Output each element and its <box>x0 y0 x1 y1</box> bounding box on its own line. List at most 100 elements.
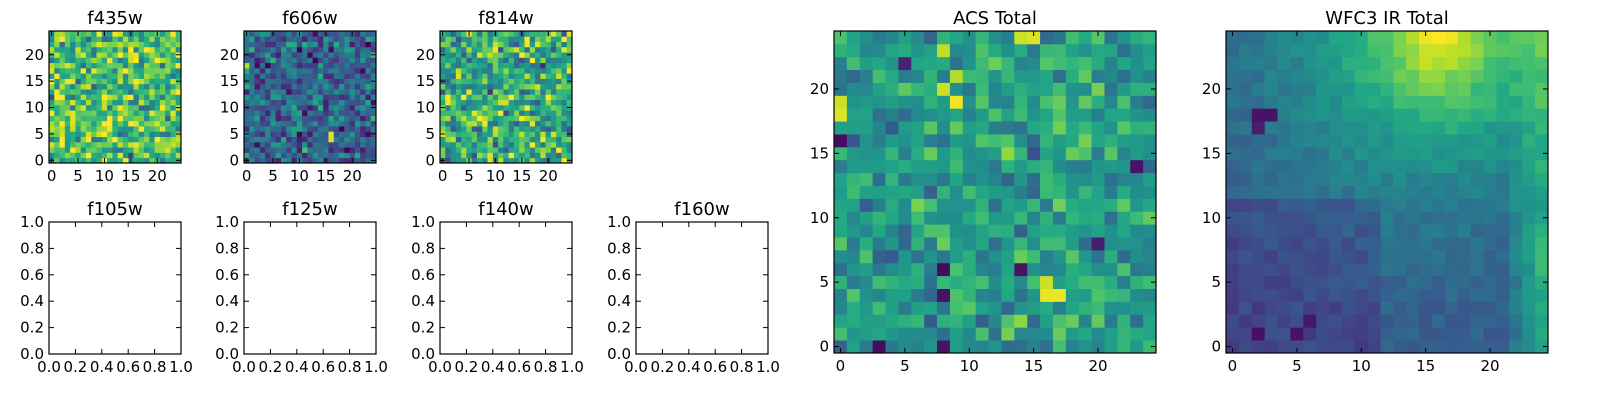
heatmap-cell <box>101 78 108 85</box>
heatmap-cell <box>117 152 124 159</box>
heatmap-cell <box>1001 301 1015 315</box>
heatmap-cell <box>450 99 457 106</box>
heatmap-cell <box>466 67 473 74</box>
x-tick-label: 10 <box>1352 357 1371 375</box>
heatmap-cell <box>249 126 255 132</box>
heatmap-cell <box>1040 82 1054 96</box>
heatmap-cell <box>91 104 97 111</box>
heatmap-cell <box>339 57 345 64</box>
heatmap-cell <box>513 31 520 37</box>
heatmap-cell <box>296 94 303 101</box>
heatmap-cell <box>1496 288 1510 302</box>
heatmap-cell <box>1341 146 1356 161</box>
heatmap-cell <box>566 94 573 101</box>
heatmap-cell <box>1040 275 1054 289</box>
heatmap-cell <box>498 36 504 42</box>
heatmap-cell <box>1027 69 1041 83</box>
heatmap-cell <box>885 134 899 148</box>
heatmap-cell <box>128 78 134 85</box>
heatmap-cell <box>1470 327 1484 341</box>
heatmap-cell <box>265 104 271 111</box>
heatmap-cell <box>1078 301 1092 315</box>
heatmap-cell <box>1001 327 1015 341</box>
heatmap-cell <box>466 36 473 42</box>
heatmap-cell <box>360 104 366 111</box>
heatmap-cell <box>937 340 951 354</box>
heatmap-cell <box>354 89 361 95</box>
heatmap-cell <box>339 31 345 37</box>
heatmap-cell <box>450 67 457 74</box>
heatmap-cell <box>1535 262 1549 277</box>
heatmap-cell <box>975 288 989 302</box>
heatmap-cell <box>476 67 483 74</box>
heatmap-cell <box>1117 262 1131 277</box>
heatmap-cell <box>911 249 925 264</box>
heatmap-cell <box>498 62 504 69</box>
heatmap-cell <box>49 126 55 132</box>
heatmap-cell <box>354 62 361 69</box>
heatmap-cell <box>85 89 92 95</box>
heatmap-cell <box>529 31 536 37</box>
heatmap-cell <box>349 57 356 64</box>
heatmap-cell <box>545 147 552 153</box>
heatmap-cell <box>859 108 874 122</box>
heatmap-cell <box>1226 288 1240 302</box>
heatmap-cell <box>1065 198 1080 212</box>
heatmap-cell <box>370 57 377 64</box>
heatmap-cell <box>1483 301 1497 315</box>
heatmap-cell <box>1226 301 1240 315</box>
heatmap-cell <box>937 159 951 174</box>
heatmap-cell <box>524 83 531 90</box>
heatmap-cell <box>487 57 494 64</box>
heatmap-cell <box>259 67 266 74</box>
heatmap-cell <box>1027 211 1041 225</box>
heatmap-cell <box>545 46 552 53</box>
heatmap-cell <box>317 94 324 101</box>
heatmap-cell <box>128 110 134 116</box>
heatmap-cell <box>498 104 504 111</box>
heatmap-cell <box>49 136 55 143</box>
heatmap-cell <box>524 31 531 37</box>
heatmap-cell <box>461 46 467 53</box>
heatmap-cell <box>461 131 467 137</box>
heatmap-cell <box>859 69 874 83</box>
heatmap-cell <box>476 73 483 79</box>
x-tick-label: 0 <box>836 357 846 375</box>
heatmap-cell <box>1509 82 1523 96</box>
heatmap-cell <box>556 46 562 53</box>
heatmap-cell <box>154 126 161 132</box>
heatmap-cell <box>144 136 150 143</box>
heatmap-cell <box>154 131 161 137</box>
heatmap-cell <box>975 275 989 289</box>
heatmap-cell <box>519 147 525 153</box>
heatmap-cell <box>1091 237 1105 251</box>
heatmap-cell <box>1535 327 1549 341</box>
heatmap-cell <box>1238 275 1253 289</box>
heatmap-cell <box>80 120 87 127</box>
heatmap-cell <box>344 62 350 69</box>
heatmap-cell <box>540 78 546 85</box>
heatmap-cell <box>1354 172 1369 186</box>
heatmap-cell <box>988 31 1002 45</box>
heatmap-cell <box>323 131 329 137</box>
heatmap-cell <box>159 57 166 64</box>
heatmap-cell <box>1052 146 1067 161</box>
heatmap-cell <box>846 314 861 328</box>
heatmap-cell <box>834 69 848 83</box>
heatmap-cell <box>492 110 499 116</box>
heatmap-cell <box>291 110 298 116</box>
heatmap-cell <box>476 52 483 58</box>
heatmap-cell <box>270 152 277 159</box>
x-tick-label: 0.6 <box>703 358 727 376</box>
heatmap-cell <box>370 36 377 42</box>
heatmap-cell <box>1444 134 1459 148</box>
heatmap-cell <box>1040 159 1054 174</box>
heatmap-cell <box>872 198 886 212</box>
heatmap-cell <box>312 94 319 101</box>
heatmap-cell <box>128 131 134 137</box>
heatmap-cell <box>937 121 951 135</box>
heatmap-cell <box>1117 314 1131 328</box>
heatmap-cell <box>937 301 951 315</box>
heatmap-cell <box>328 99 335 106</box>
heatmap-cell <box>975 95 989 109</box>
